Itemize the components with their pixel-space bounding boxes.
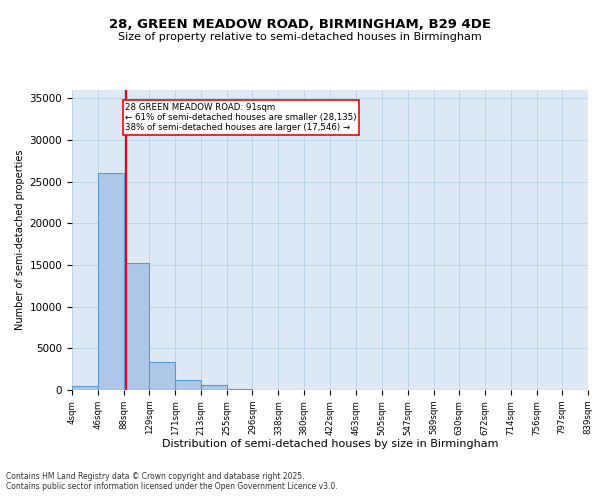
- Bar: [175, 380, 201, 390]
- Text: Contains public sector information licensed under the Open Government Licence v3: Contains public sector information licen…: [6, 482, 338, 491]
- Bar: [227, 389, 253, 390]
- Bar: [149, 362, 175, 390]
- Bar: [201, 385, 227, 390]
- Bar: [72, 386, 98, 390]
- X-axis label: Distribution of semi-detached houses by size in Birmingham: Distribution of semi-detached houses by …: [162, 439, 498, 449]
- Text: 28 GREEN MEADOW ROAD: 91sqm
← 61% of semi-detached houses are smaller (28,135)
3: 28 GREEN MEADOW ROAD: 91sqm ← 61% of sem…: [125, 102, 356, 132]
- Bar: [124, 264, 149, 390]
- Text: Contains HM Land Registry data © Crown copyright and database right 2025.: Contains HM Land Registry data © Crown c…: [6, 472, 305, 481]
- Text: 28, GREEN MEADOW ROAD, BIRMINGHAM, B29 4DE: 28, GREEN MEADOW ROAD, BIRMINGHAM, B29 4…: [109, 18, 491, 30]
- Y-axis label: Number of semi-detached properties: Number of semi-detached properties: [16, 150, 25, 330]
- Bar: [98, 172, 124, 390]
- Text: Size of property relative to semi-detached houses in Birmingham: Size of property relative to semi-detach…: [118, 32, 482, 42]
